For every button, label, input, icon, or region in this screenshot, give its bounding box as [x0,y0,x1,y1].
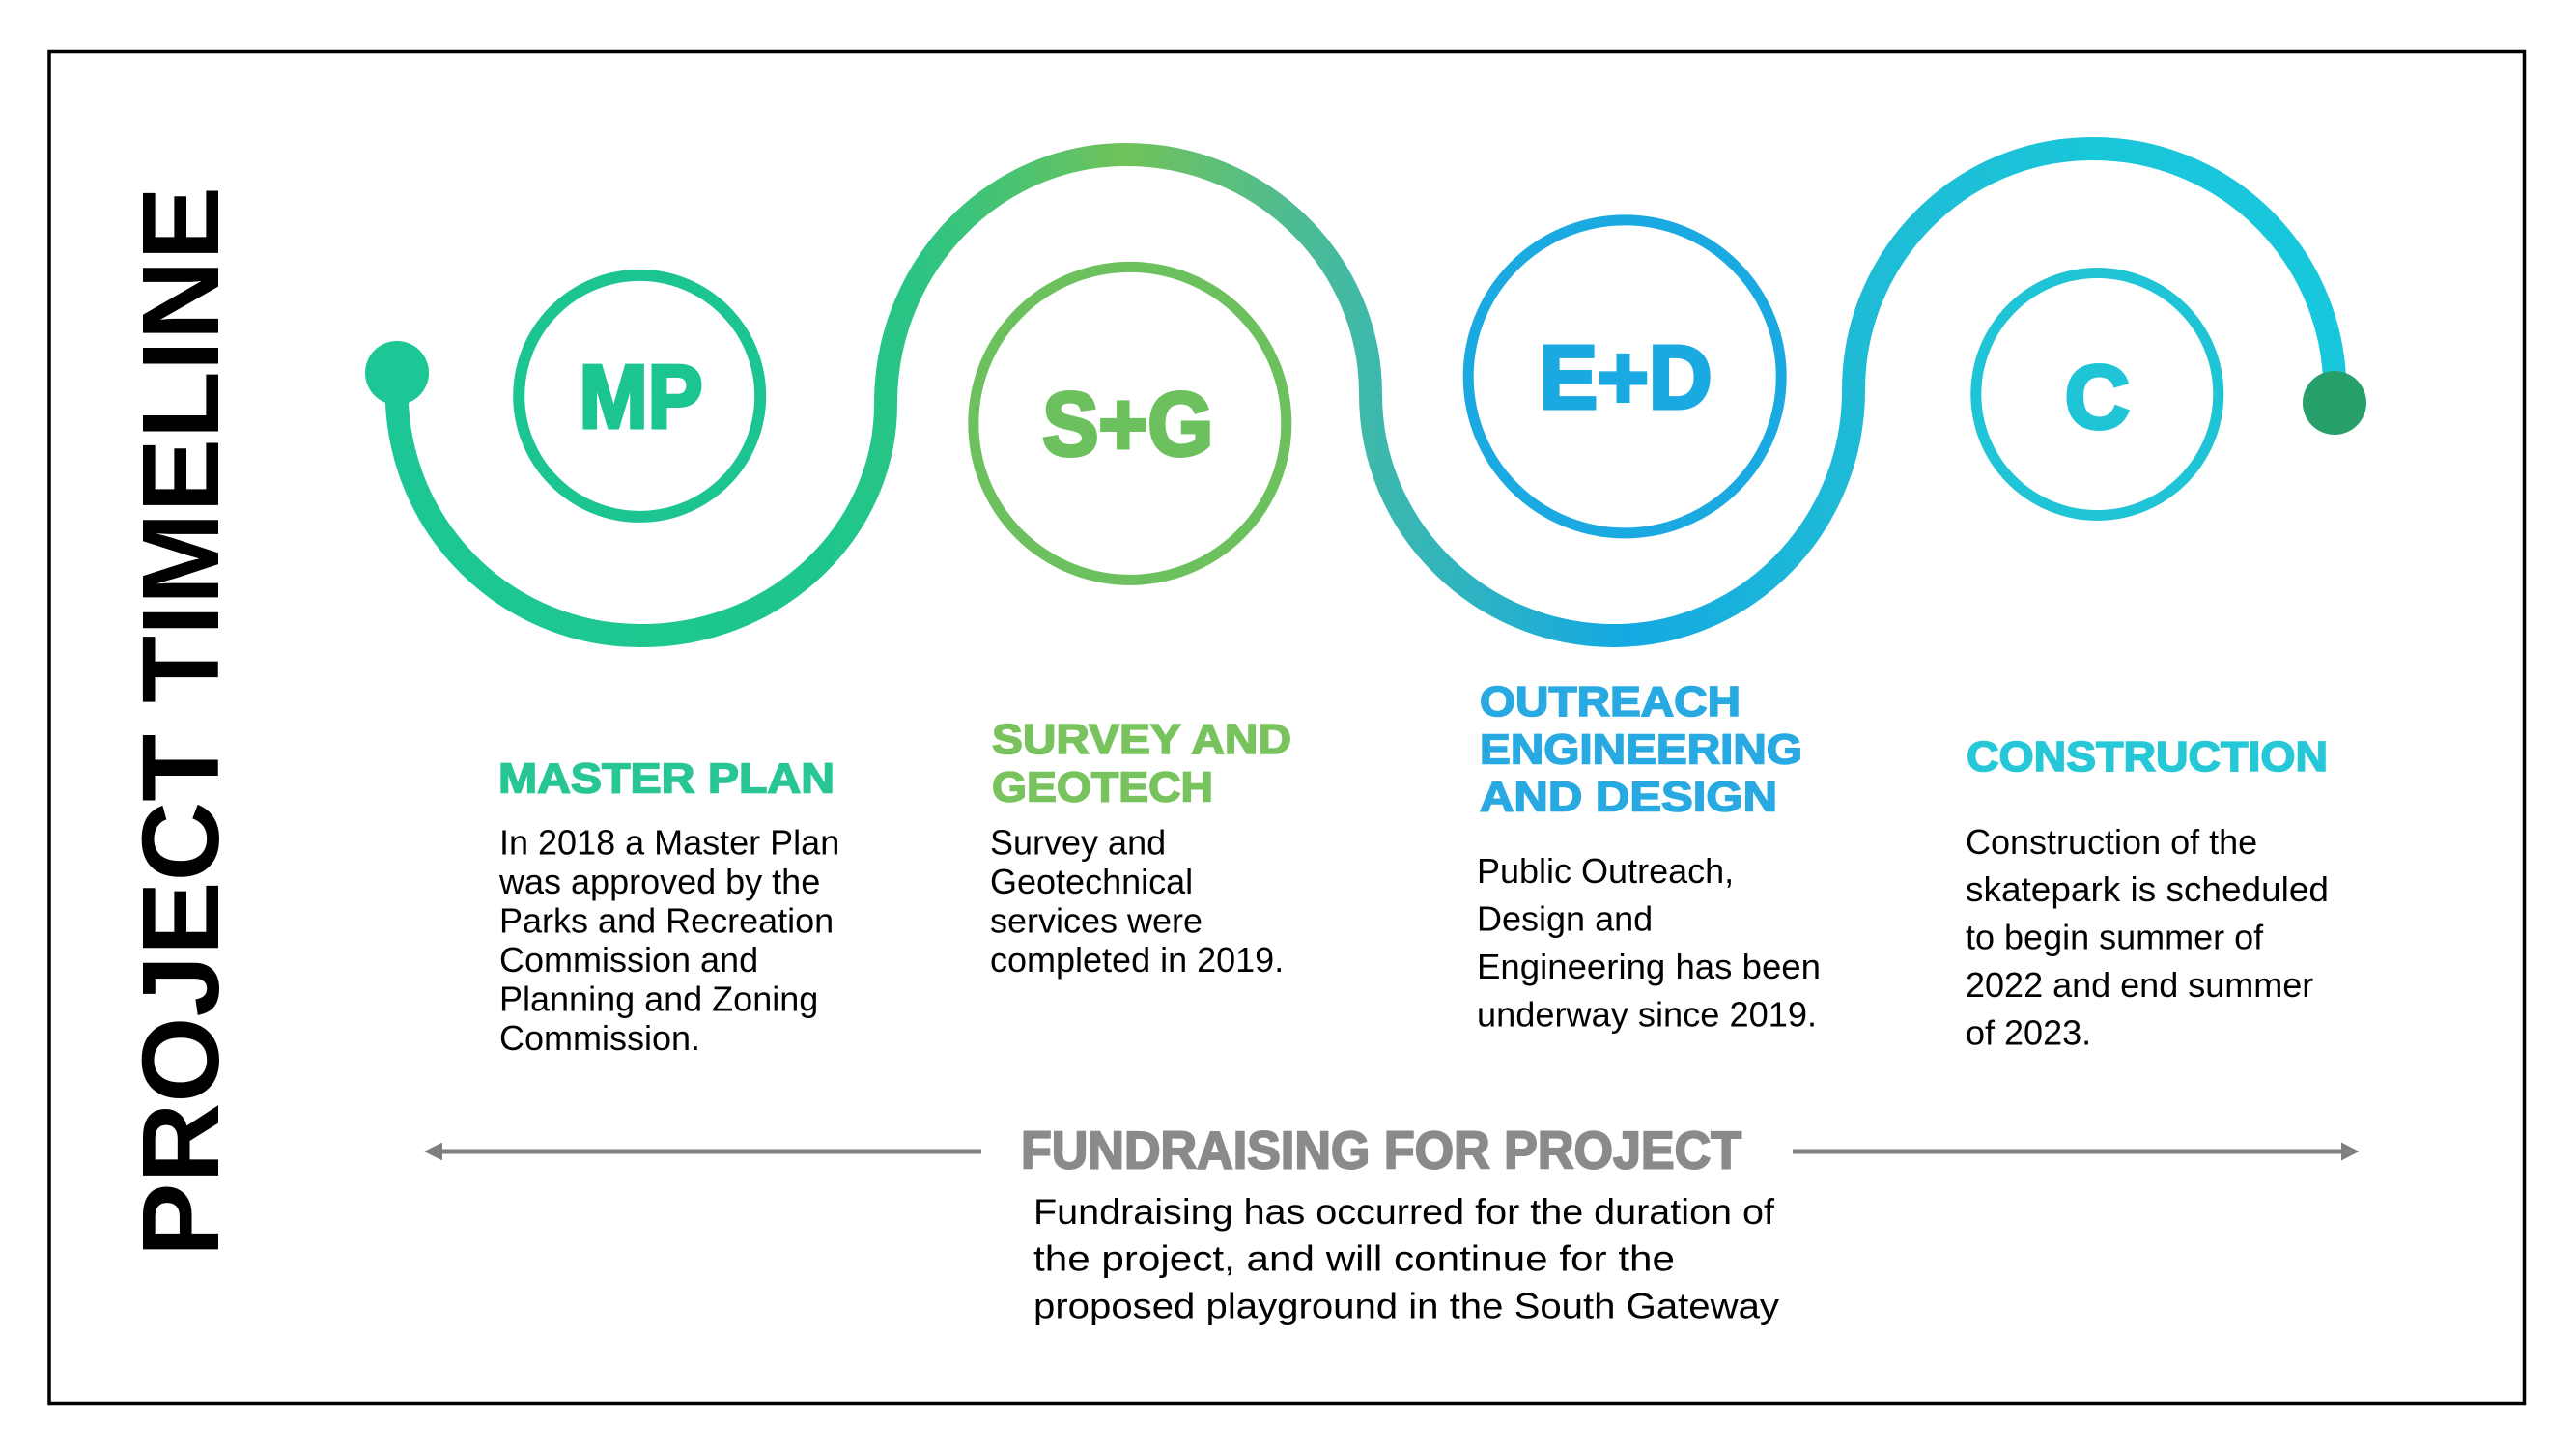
svg-text:GEOTECH: GEOTECH [992,764,1213,811]
svg-text:Geotechnical: Geotechnical [990,862,1193,901]
svg-text:2022 and end summer: 2022 and end summer [1966,965,2313,1005]
svg-text:S+G: S+G [1042,374,1213,474]
svg-text:Planning and Zoning: Planning and Zoning [499,979,818,1018]
svg-text:Commission.: Commission. [499,1018,700,1058]
svg-text:PROJECT TIMELINE: PROJECT TIMELINE [120,186,241,1257]
svg-text:Fundraising has occurred for t: Fundraising has occurred for the duratio… [1033,1191,1775,1232]
svg-text:services were: services were [990,900,1203,940]
svg-text:Survey and: Survey and [990,822,1166,862]
svg-text:MASTER PLAN: MASTER PLAN [498,755,835,803]
svg-text:Public Outreach,: Public Outreach, [1477,851,1734,891]
svg-text:Parks and Recreation: Parks and Recreation [499,900,834,940]
svg-text:C: C [2065,347,2130,447]
svg-text:was approved by the: was approved by the [498,862,820,901]
svg-text:E+D: E+D [1540,327,1713,428]
svg-text:Design and: Design and [1477,899,1653,939]
svg-text:Commission and: Commission and [499,940,758,980]
svg-text:completed in 2019.: completed in 2019. [990,940,1284,980]
svg-text:SURVEY AND: SURVEY AND [992,716,1291,763]
svg-text:AND DESIGN: AND DESIGN [1480,774,1777,821]
svg-text:underway since 2019.: underway since 2019. [1477,994,1817,1034]
svg-text:OUTREACH: OUTREACH [1480,678,1741,725]
svg-text:to begin summer of: to begin summer of [1966,918,2264,957]
svg-text:MP: MP [580,346,703,446]
svg-text:of 2023.: of 2023. [1966,1012,2091,1052]
svg-text:Construction of the: Construction of the [1966,822,2257,862]
svg-text:Engineering has been: Engineering has been [1477,947,1821,986]
svg-text:proposed playground in the Sou: proposed playground in the South Gateway [1033,1286,1779,1326]
svg-text:In 2018 a Master Plan: In 2018 a Master Plan [499,822,839,862]
svg-text:CONSTRUCTION: CONSTRUCTION [1967,733,2328,781]
svg-text:the project, and will continue: the project, and will continue for the [1033,1238,1675,1279]
svg-text:skatepark is scheduled: skatepark is scheduled [1966,869,2329,909]
svg-text:ENGINEERING: ENGINEERING [1480,725,1802,773]
svg-text:FUNDRAISING FOR PROJECT: FUNDRAISING FOR PROJECT [1021,1121,1741,1180]
